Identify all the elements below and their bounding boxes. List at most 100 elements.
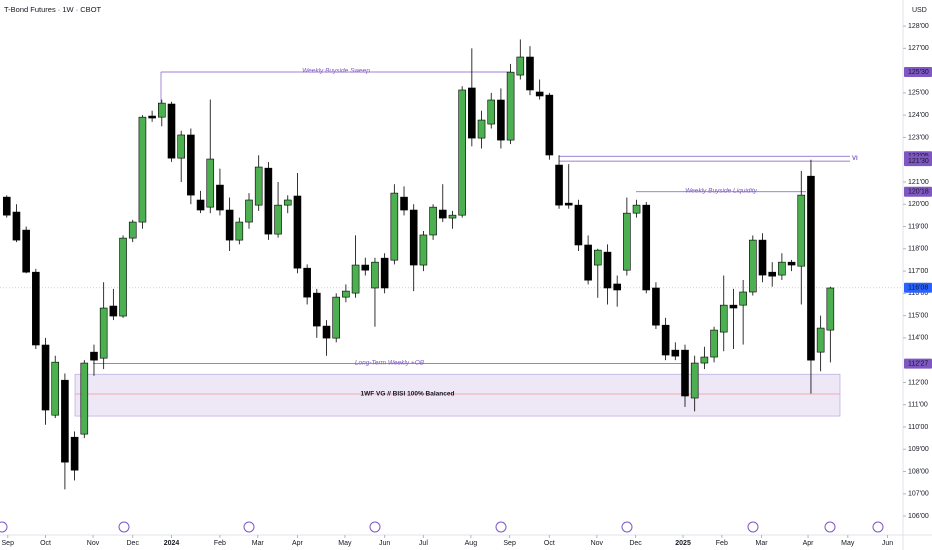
candle-body xyxy=(700,356,709,364)
x-tick-label: Nov xyxy=(591,540,604,547)
event-icon[interactable] xyxy=(824,521,836,533)
candle-body xyxy=(70,436,79,471)
y-tick-label: 128'00 xyxy=(908,23,929,30)
candle-body xyxy=(167,103,176,159)
y-tick-label: 127'00 xyxy=(908,45,929,52)
candle-body xyxy=(594,249,602,266)
candle-body xyxy=(729,304,738,309)
candle-body xyxy=(371,261,379,289)
event-icon[interactable] xyxy=(0,521,8,533)
event-icon[interactable] xyxy=(747,521,759,533)
candle-body xyxy=(32,271,40,346)
candle-body xyxy=(158,102,166,118)
candle-body xyxy=(826,287,835,331)
candle-body xyxy=(632,204,641,214)
candle-body xyxy=(293,195,302,269)
candle-body xyxy=(80,362,89,435)
candle-body xyxy=(235,221,244,241)
candle-body xyxy=(652,287,660,326)
candle-body xyxy=(758,239,767,276)
x-tick-label: Mar xyxy=(252,540,265,547)
candle-body xyxy=(739,291,747,306)
candle-body xyxy=(816,327,825,353)
candle-body xyxy=(506,71,515,141)
zone-label: 1WF VG // BISI 100% Balanced xyxy=(361,391,455,398)
candle-body xyxy=(90,351,98,361)
candle-body xyxy=(303,267,311,298)
candle-body xyxy=(2,196,11,216)
x-tick-label: Jul xyxy=(419,540,428,547)
candle-body xyxy=(497,99,505,141)
event-icon[interactable] xyxy=(621,521,633,533)
candle-body xyxy=(390,192,399,261)
candle-body xyxy=(778,261,786,276)
candle-body xyxy=(671,349,680,357)
candle-body xyxy=(642,204,651,291)
candle-body xyxy=(313,292,321,327)
candle-body xyxy=(274,204,282,235)
candle-body xyxy=(138,116,147,223)
candle-body xyxy=(535,91,544,97)
x-tick-label: Dec xyxy=(629,540,642,547)
candle-body xyxy=(710,329,718,358)
candle-body xyxy=(22,229,30,273)
price-box-label: 121'30 xyxy=(908,158,929,165)
x-tick-label: Feb xyxy=(716,540,728,547)
y-tick-label: 114'00 xyxy=(908,335,928,342)
candle-body xyxy=(516,56,525,76)
last-price-box xyxy=(904,282,932,293)
candle-body xyxy=(41,344,50,411)
level-label: Long-Term Weekly +OB xyxy=(355,359,425,366)
candle-body xyxy=(380,257,389,289)
event-icon[interactable] xyxy=(369,521,381,533)
candle-body xyxy=(206,158,215,208)
event-icon[interactable] xyxy=(118,521,130,533)
candle-body xyxy=(187,134,195,196)
candle-body xyxy=(264,167,273,235)
candle-body xyxy=(61,379,69,463)
y-tick-label: 120'00 xyxy=(908,201,929,208)
candle-body xyxy=(681,349,689,397)
y-tick-label: 108'00 xyxy=(908,468,929,475)
price-box xyxy=(904,66,932,77)
candle-body xyxy=(468,87,476,139)
candle-body xyxy=(613,283,621,291)
y-tick-label: 118'00 xyxy=(908,246,928,253)
price-box-label: 112'27 xyxy=(908,360,928,367)
x-tick-label: May xyxy=(841,540,855,547)
x-tick-label: Mar xyxy=(756,540,769,547)
x-tick-label: Feb xyxy=(214,540,226,547)
candle-body xyxy=(807,175,815,361)
candle-body xyxy=(719,304,728,333)
x-tick-label: Dec xyxy=(127,540,140,547)
candle-body xyxy=(119,237,127,317)
candle-body xyxy=(690,362,699,399)
y-tick-label: 110'00 xyxy=(908,424,928,431)
y-tick-label: 116'00 xyxy=(908,290,928,297)
event-icon[interactable] xyxy=(243,521,255,533)
candle-body xyxy=(623,212,631,271)
event-icon[interactable] xyxy=(872,521,884,533)
x-tick-label: Oct xyxy=(40,540,51,547)
candle-body xyxy=(342,290,350,298)
candle-body xyxy=(225,209,234,241)
x-tick-label: Jun xyxy=(882,540,893,547)
y-tick-label: 112'00 xyxy=(908,379,928,386)
candle-body xyxy=(555,164,563,206)
candle-body xyxy=(109,305,118,317)
x-tick-label: Nov xyxy=(87,540,100,547)
candle-body xyxy=(254,166,263,206)
candle-body xyxy=(361,264,370,271)
price-box xyxy=(904,156,932,167)
y-tick-label: 119'00 xyxy=(908,223,928,230)
zone xyxy=(74,373,841,417)
candle-body xyxy=(797,194,806,267)
candle-body xyxy=(603,251,612,289)
candle-body xyxy=(12,211,21,241)
candle-body xyxy=(128,221,137,239)
event-icon[interactable] xyxy=(495,521,507,533)
price-box-label: 120'18 xyxy=(908,189,929,196)
candle-body xyxy=(787,261,796,266)
